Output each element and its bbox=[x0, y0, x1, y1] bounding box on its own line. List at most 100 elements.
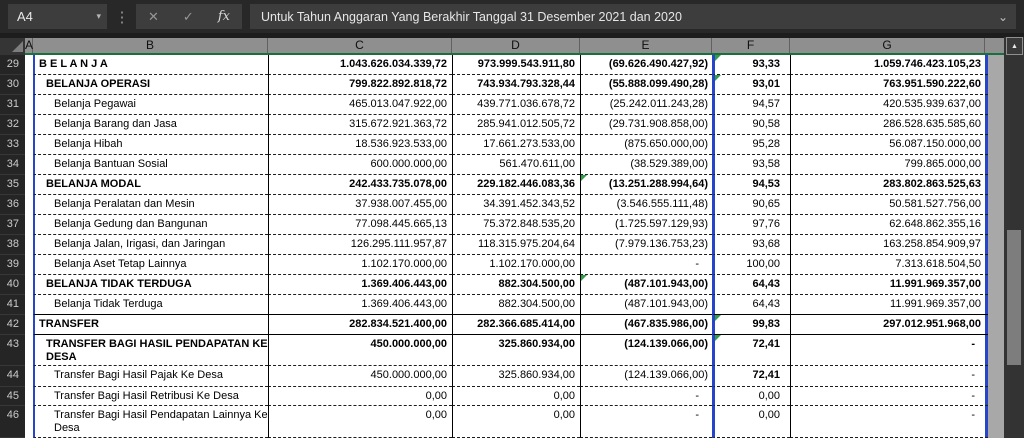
row-number[interactable]: 44 bbox=[0, 366, 25, 387]
cell-b-label[interactable]: BELANJA MODAL bbox=[33, 175, 268, 195]
cell-e[interactable]: (467.835.986,00) bbox=[580, 315, 712, 335]
cell-b-label[interactable]: B E L A N J A bbox=[33, 55, 268, 75]
cell-g[interactable]: - bbox=[790, 406, 988, 438]
cell-g[interactable]: 799.865.000,00 bbox=[790, 155, 988, 175]
cell-c[interactable]: 1.043.626.034.339,72 bbox=[268, 55, 452, 75]
cell-e[interactable]: (69.626.490.427,92) bbox=[580, 55, 712, 75]
cell-e[interactable]: (875.650.000,00) bbox=[580, 135, 712, 155]
cell-a[interactable] bbox=[25, 75, 33, 95]
cell-g[interactable]: - bbox=[790, 335, 988, 366]
cell-b-label[interactable]: Belanja Pegawai bbox=[33, 95, 268, 115]
cell-a[interactable] bbox=[25, 55, 33, 75]
row-number[interactable]: 39 bbox=[0, 255, 25, 275]
cell-e[interactable]: (7.979.136.753,23) bbox=[580, 235, 712, 255]
cell-c[interactable]: 77.098.445.665,13 bbox=[268, 215, 452, 235]
cell-a[interactable] bbox=[25, 275, 33, 295]
row-number[interactable]: 45 bbox=[0, 387, 25, 406]
row-number[interactable]: 41 bbox=[0, 295, 25, 315]
cell-d[interactable]: 439.771.036.678,72 bbox=[452, 95, 580, 115]
cell-c[interactable]: 242.433.735.078,00 bbox=[268, 175, 452, 195]
cell-f[interactable]: 94,57 bbox=[712, 95, 790, 115]
cell-b-label[interactable]: Belanja Hibah bbox=[33, 135, 268, 155]
cell-c[interactable]: 126.295.111.957,87 bbox=[268, 235, 452, 255]
cell-b-label[interactable]: Belanja Gedung dan Bangunan bbox=[33, 215, 268, 235]
cell-d[interactable]: 743.934.793.328,44 bbox=[452, 75, 580, 95]
cell-f[interactable]: 93,68 bbox=[712, 235, 790, 255]
cell-b-label[interactable]: BELANJA OPERASI bbox=[33, 75, 268, 95]
cell-c[interactable]: 315.672.921.363,72 bbox=[268, 115, 452, 135]
cell-b-label[interactable]: Belanja Aset Tetap Lainnya bbox=[33, 255, 268, 275]
cell-e[interactable]: (38.529.389,00) bbox=[580, 155, 712, 175]
cell-g[interactable]: - bbox=[790, 387, 988, 406]
cell-g[interactable]: 7.313.618.504,50 bbox=[790, 255, 988, 275]
cell-f[interactable]: 94,53 bbox=[712, 175, 790, 195]
cell-f[interactable]: 93,33 bbox=[712, 55, 790, 75]
cell-f[interactable]: 64,43 bbox=[712, 295, 790, 315]
row-number[interactable]: 31 bbox=[0, 95, 25, 115]
cell-a[interactable] bbox=[25, 215, 33, 235]
cell-e[interactable]: (487.101.943,00) bbox=[580, 295, 712, 315]
cell-a[interactable] bbox=[25, 406, 33, 438]
row-number[interactable]: 36 bbox=[0, 195, 25, 215]
cell-e[interactable]: (55.888.099.490,28) bbox=[580, 75, 712, 95]
enter-icon[interactable]: ✓ bbox=[182, 8, 194, 24]
cell-d[interactable]: 229.182.446.083,36 bbox=[452, 175, 580, 195]
cell-e[interactable]: (1.725.597.129,93) bbox=[580, 215, 712, 235]
cell-a[interactable] bbox=[25, 195, 33, 215]
cell-c[interactable]: 18.536.923.533,00 bbox=[268, 135, 452, 155]
cell-e[interactable]: (124.139.066,00) bbox=[580, 335, 712, 366]
row-number[interactable]: 32 bbox=[0, 115, 25, 135]
cell-name-box[interactable]: A4 ▾ bbox=[8, 4, 107, 29]
cell-e[interactable]: (13.251.288.994,64) bbox=[580, 175, 712, 195]
row-number[interactable]: 46 bbox=[0, 406, 25, 438]
cell-a[interactable] bbox=[25, 315, 33, 335]
cell-g[interactable]: 50.581.527.756,00 bbox=[790, 195, 988, 215]
cell-e[interactable]: - bbox=[580, 387, 712, 406]
cell-d[interactable]: 882.304.500,00 bbox=[452, 275, 580, 295]
cell-f[interactable]: 100,00 bbox=[712, 255, 790, 275]
cell-g[interactable]: 56.087.150.000,00 bbox=[790, 135, 988, 155]
cell-c[interactable]: 0,00 bbox=[268, 406, 452, 438]
cell-a[interactable] bbox=[25, 255, 33, 275]
cell-c[interactable]: 1.369.406.443,00 bbox=[268, 275, 452, 295]
cell-f[interactable]: 90,58 bbox=[712, 115, 790, 135]
cell-d[interactable]: 34.391.452.343,52 bbox=[452, 195, 580, 215]
cell-f[interactable]: 99,83 bbox=[712, 315, 790, 335]
cell-g[interactable]: 283.802.863.525,63 bbox=[790, 175, 988, 195]
cell-g[interactable]: 420.535.939.637,00 bbox=[790, 95, 988, 115]
cell-b-label[interactable]: Transfer Bagi Hasil Pendapatan Lainnya K… bbox=[33, 406, 268, 438]
cell-a[interactable] bbox=[25, 366, 33, 387]
cell-g[interactable]: 163.258.854.909,97 bbox=[790, 235, 988, 255]
column-header-d[interactable]: D bbox=[452, 38, 580, 53]
column-header-b[interactable]: B bbox=[33, 38, 268, 53]
row-number[interactable]: 43 bbox=[0, 335, 25, 366]
cell-d[interactable]: 118.315.975.204,64 bbox=[452, 235, 580, 255]
row-number[interactable]: 30 bbox=[0, 75, 25, 95]
row-number[interactable]: 42 bbox=[0, 315, 25, 335]
cell-g[interactable]: 11.991.969.357,00 bbox=[790, 275, 988, 295]
cell-f[interactable]: 0,00 bbox=[712, 406, 790, 438]
insert-function-icon[interactable]: fx bbox=[217, 9, 230, 24]
row-number[interactable]: 35 bbox=[0, 175, 25, 195]
cell-c[interactable]: 600.000.000,00 bbox=[268, 155, 452, 175]
row-number[interactable]: 29 bbox=[0, 55, 25, 75]
cell-b-label[interactable]: Belanja Jalan, Irigasi, dan Jaringan bbox=[33, 235, 268, 255]
cell-f[interactable]: 0,00 bbox=[712, 387, 790, 406]
cell-b-label[interactable]: TRANSFER BAGI HASIL PENDAPATAN KE DESA bbox=[33, 335, 268, 366]
cell-d[interactable]: 0,00 bbox=[452, 387, 580, 406]
cell-c[interactable]: 1.102.170.000,00 bbox=[268, 255, 452, 275]
cell-f[interactable]: 72,41 bbox=[712, 366, 790, 387]
cell-a[interactable] bbox=[25, 295, 33, 315]
cell-g[interactable]: 1.059.746.423.105,23 bbox=[790, 55, 988, 75]
cell-b-label[interactable]: BELANJA TIDAK TERDUGA bbox=[33, 275, 268, 295]
cell-a[interactable] bbox=[25, 335, 33, 366]
row-number[interactable]: 37 bbox=[0, 215, 25, 235]
cell-a[interactable] bbox=[25, 387, 33, 406]
cell-d[interactable]: 561.470.611,00 bbox=[452, 155, 580, 175]
cell-d[interactable]: 75.372.848.535,20 bbox=[452, 215, 580, 235]
cell-d[interactable]: 325.860.934,00 bbox=[452, 335, 580, 366]
cell-e[interactable]: (25.242.011.243,28) bbox=[580, 95, 712, 115]
cell-d[interactable]: 1.102.170.000,00 bbox=[452, 255, 580, 275]
column-header-a[interactable]: A bbox=[25, 38, 34, 53]
row-number[interactable]: 38 bbox=[0, 235, 25, 255]
